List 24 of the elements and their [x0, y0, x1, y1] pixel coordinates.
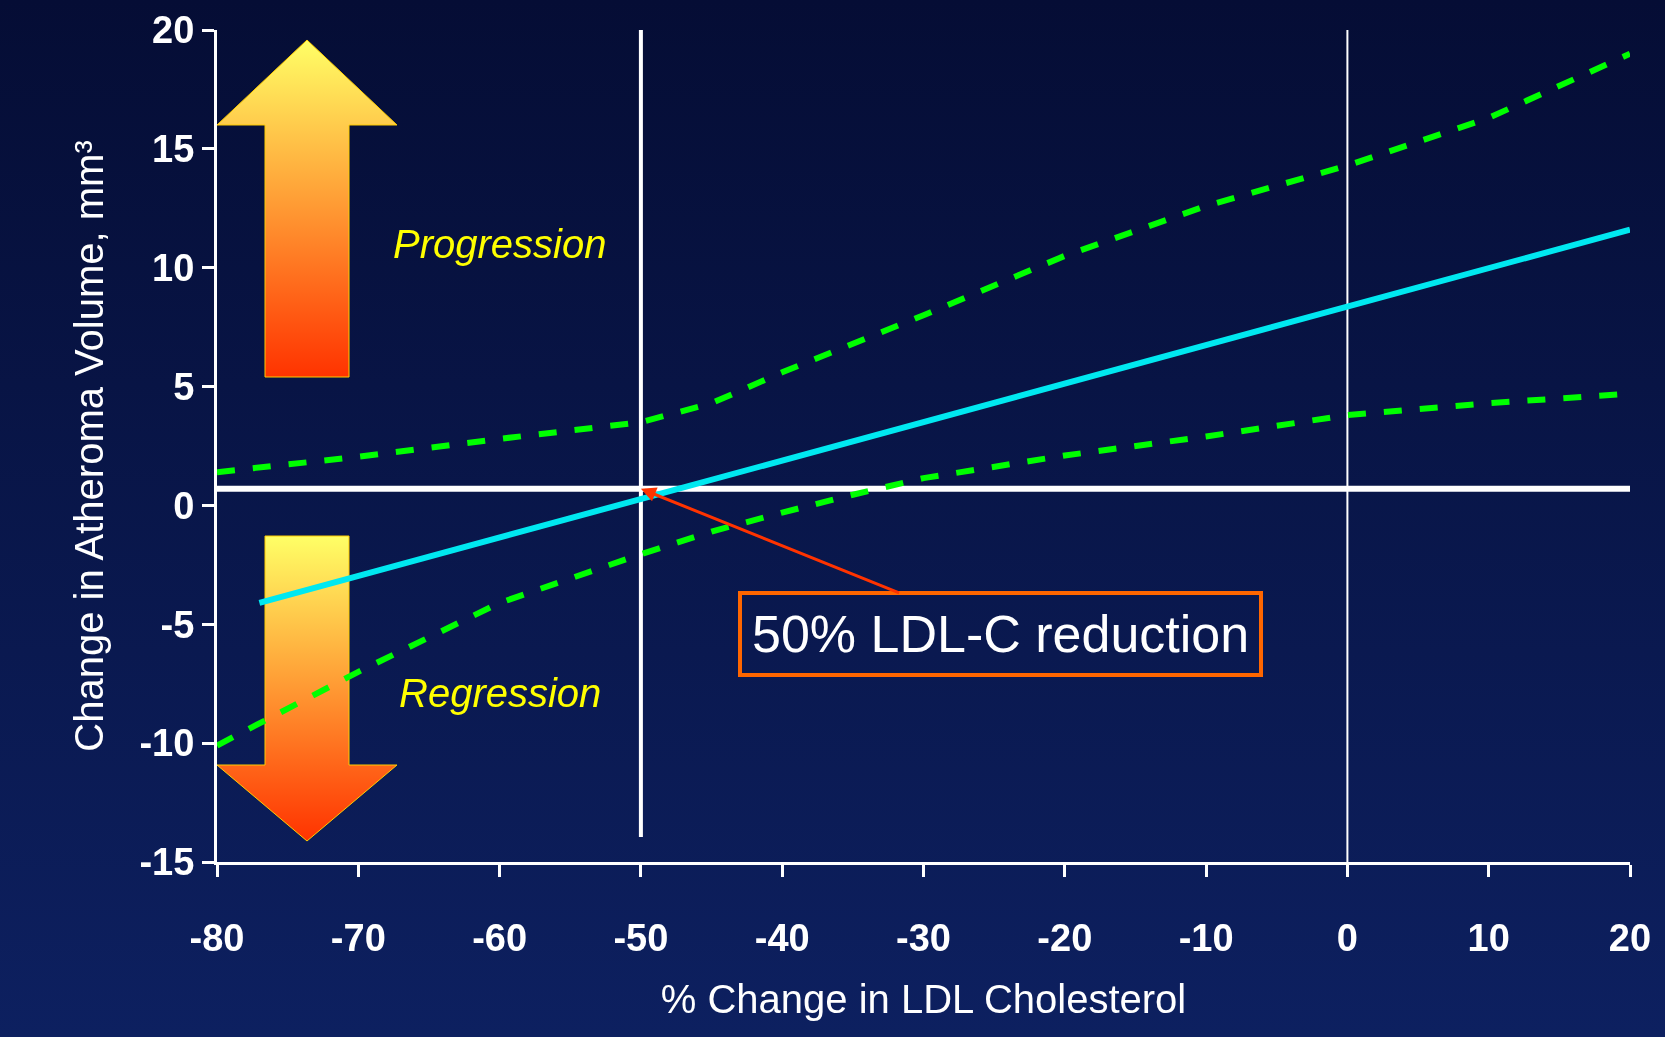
x-tick-label: -70 [330, 916, 386, 959]
x-tick-label: -60 [472, 916, 528, 959]
x-tick-label: 10 [1467, 916, 1510, 959]
annotation: 50% LDL-C reduction [752, 605, 1250, 663]
annotation: Regression [399, 671, 602, 715]
y-axis-title: Change in Atheroma Volume, mm³ [66, 140, 111, 752]
annotation: Progression [393, 222, 607, 266]
x-tick-label: 0 [1336, 916, 1358, 959]
y-tick-label: 15 [152, 128, 195, 171]
x-tick-label: -20 [1037, 916, 1093, 959]
y-tick-label: 5 [173, 365, 195, 408]
y-tick-label: 10 [152, 247, 195, 290]
y-tick-label: 20 [152, 9, 195, 52]
x-tick-label: -10 [1178, 916, 1234, 959]
y-tick-label: 0 [173, 484, 195, 527]
x-tick-label: 20 [1608, 916, 1652, 959]
x-tick-label: -50 [613, 916, 669, 959]
x-tick-label: -30 [896, 916, 951, 959]
y-tick-label: -10 [139, 722, 195, 765]
y-tick-label: -15 [139, 841, 195, 884]
x-tick-label: -80 [189, 916, 245, 959]
y-tick-label: -5 [160, 603, 195, 646]
x-axis-title: % Change in LDL Cholesterol [660, 977, 1187, 1022]
x-tick-label: -40 [754, 916, 810, 959]
